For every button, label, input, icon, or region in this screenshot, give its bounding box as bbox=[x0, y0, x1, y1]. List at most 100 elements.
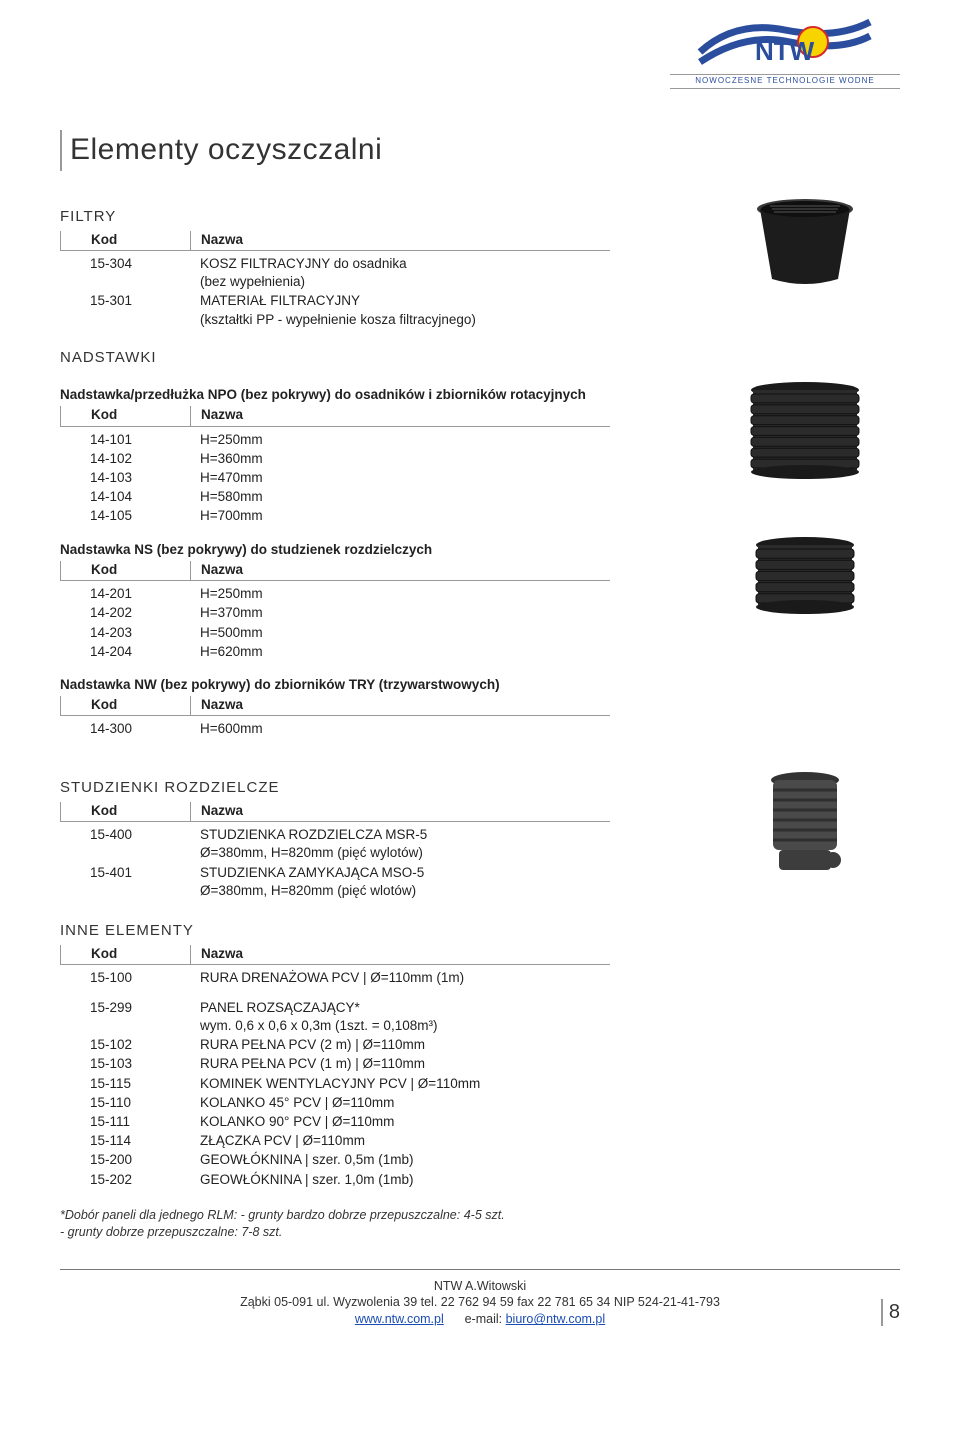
cell-nazwa: H=620mm bbox=[190, 643, 710, 661]
product-riser-icon bbox=[750, 535, 860, 615]
cell-kod: 15-111 bbox=[60, 1113, 190, 1131]
cell-kod: 14-300 bbox=[60, 720, 190, 738]
cell-nazwa: GEOWŁÓKNINA | szer. 1,0m (1mb) bbox=[190, 1171, 900, 1189]
cell-nazwa: H=500mm bbox=[190, 624, 710, 642]
footer-www[interactable]: www.ntw.com.pl bbox=[355, 1312, 444, 1326]
logo-tagline: NOWOCZESNE TECHNOLOGIE WODNE bbox=[670, 74, 900, 89]
cell-kod: 14-102 bbox=[60, 450, 190, 468]
page-title: Elementy oczyszczalni bbox=[60, 130, 900, 171]
cell-nazwa: H=600mm bbox=[190, 720, 710, 738]
cell-kod: 14-105 bbox=[60, 507, 190, 525]
cell-kod: 15-202 bbox=[60, 1171, 190, 1189]
cell-kod: 14-201 bbox=[60, 585, 190, 603]
col-nazwa: Nazwa bbox=[190, 802, 610, 822]
cell-nazwa: H=360mm bbox=[190, 450, 710, 468]
col-nazwa: Nazwa bbox=[190, 231, 610, 251]
table-header: KodNazwa bbox=[60, 561, 710, 581]
cell-nazwa: KOMINEK WENTYLACYJNY PCV | Ø=110mm bbox=[190, 1075, 900, 1093]
cell-nazwa: GEOWŁÓKNINA | szer. 0,5m (1mb) bbox=[190, 1151, 900, 1169]
cell-nazwa: H=470mm bbox=[190, 469, 710, 487]
table-row: 15-103RURA PEŁNA PCV (1 m) | Ø=110mm bbox=[60, 1055, 900, 1073]
footer-email[interactable]: biuro@ntw.com.pl bbox=[506, 1312, 606, 1326]
col-nazwa: Nazwa bbox=[190, 406, 610, 426]
section-nadstawki: NADSTAWKI bbox=[60, 348, 900, 368]
table-row: 15-401STUDZIENKA ZAMYKAJĄCA MSO-5 Ø=380m… bbox=[60, 864, 710, 900]
cell-kod: 14-204 bbox=[60, 643, 190, 661]
table-row: 15-202GEOWŁÓKNINA | szer. 1,0m (1mb) bbox=[60, 1171, 900, 1189]
cell-nazwa: STUDZIENKA ROZDZIELCZA MSR-5 Ø=380mm, H=… bbox=[190, 826, 710, 862]
cell-kod: 14-203 bbox=[60, 624, 190, 642]
table-row: 15-100RURA DRENAŻOWA PCV | Ø=110mm (1m) bbox=[60, 969, 900, 987]
col-kod: Kod bbox=[60, 696, 190, 716]
cell-nazwa: H=580mm bbox=[190, 488, 710, 506]
logo-svg: NTW bbox=[695, 12, 875, 72]
table-row: 14-103H=470mm bbox=[60, 469, 710, 487]
page-footer: NTW A.Witowski Ząbki 05-091 ul. Wyzwolen… bbox=[60, 1269, 900, 1329]
cell-nazwa: H=700mm bbox=[190, 507, 710, 525]
col-nazwa: Nazwa bbox=[190, 696, 610, 716]
footer-company: NTW A.Witowski bbox=[60, 1278, 900, 1295]
product-bucket-icon bbox=[750, 197, 860, 287]
svg-text:NTW: NTW bbox=[755, 36, 815, 66]
col-kod: Kod bbox=[60, 231, 190, 251]
table-row: 14-104H=580mm bbox=[60, 488, 710, 506]
table-row: 14-202H=370mm bbox=[60, 604, 710, 622]
section-filtry: FILTRY bbox=[60, 207, 710, 227]
group-subtitle: Nadstawka/przedłużka NPO (bez pokrywy) d… bbox=[60, 386, 710, 404]
cell-nazwa: RURA PEŁNA PCV (2 m) | Ø=110mm bbox=[190, 1036, 900, 1054]
table-row: 15-301MATERIAŁ FILTRACYJNY (kształtki PP… bbox=[60, 292, 710, 328]
cell-nazwa: H=250mm bbox=[190, 585, 710, 603]
cell-kod: 15-114 bbox=[60, 1132, 190, 1150]
col-nazwa: Nazwa bbox=[190, 945, 610, 965]
table-row: 14-105H=700mm bbox=[60, 507, 710, 525]
cell-kod: 15-110 bbox=[60, 1094, 190, 1112]
table-header: KodNazwa bbox=[60, 406, 710, 426]
cell-kod: 15-100 bbox=[60, 969, 190, 987]
cell-kod: 15-304 bbox=[60, 255, 190, 291]
table-row: 14-204H=620mm bbox=[60, 643, 710, 661]
cell-nazwa: STUDZIENKA ZAMYKAJĄCA MSO-5 Ø=380mm, H=8… bbox=[190, 864, 710, 900]
cell-kod: 14-202 bbox=[60, 604, 190, 622]
cell-kod: 15-401 bbox=[60, 864, 190, 900]
cell-nazwa: PANEL ROZSĄCZAJĄCY* wym. 0,6 x 0,6 x 0,3… bbox=[190, 999, 900, 1035]
cell-kod: 14-103 bbox=[60, 469, 190, 487]
col-kod: Kod bbox=[60, 945, 190, 965]
table-row: 14-201H=250mm bbox=[60, 585, 710, 603]
table-row: 14-102H=360mm bbox=[60, 450, 710, 468]
company-logo: NTW NOWOCZESNE TECHNOLOGIE WODNE bbox=[670, 12, 900, 89]
page-number: 8 bbox=[881, 1299, 900, 1326]
cell-kod: 14-104 bbox=[60, 488, 190, 506]
table-header: Kod Nazwa bbox=[60, 802, 710, 822]
cell-nazwa: KOLANKO 45° PCV | Ø=110mm bbox=[190, 1094, 900, 1112]
cell-nazwa: RURA DRENAŻOWA PCV | Ø=110mm (1m) bbox=[190, 969, 900, 987]
footer-email-label: e-mail: bbox=[465, 1312, 506, 1326]
section-studzienki: STUDZIENKI ROZDZIELCZE bbox=[60, 778, 710, 798]
col-kod: Kod bbox=[60, 802, 190, 822]
cell-kod: 15-200 bbox=[60, 1151, 190, 1169]
cell-nazwa: H=370mm bbox=[190, 604, 710, 622]
footer-address: Ząbki 05-091 ul. Wyzwolenia 39 tel. 22 7… bbox=[60, 1294, 900, 1311]
table-header: KodNazwa bbox=[60, 696, 710, 716]
table-row: 15-110KOLANKO 45° PCV | Ø=110mm bbox=[60, 1094, 900, 1112]
table-row: 15-102RURA PEŁNA PCV (2 m) | Ø=110mm bbox=[60, 1036, 900, 1054]
cell-kod: 15-115 bbox=[60, 1075, 190, 1093]
table-row: 15-115KOMINEK WENTYLACYJNY PCV | Ø=110mm bbox=[60, 1075, 900, 1093]
table-row: 15-111KOLANKO 90° PCV | Ø=110mm bbox=[60, 1113, 900, 1131]
cell-kod: 14-101 bbox=[60, 431, 190, 449]
col-nazwa: Nazwa bbox=[190, 561, 610, 581]
table-row: 14-203H=500mm bbox=[60, 624, 710, 642]
cell-nazwa: MATERIAŁ FILTRACYJNY (kształtki PP - wyp… bbox=[190, 292, 710, 328]
cell-nazwa: ZŁĄCZKA PCV | Ø=110mm bbox=[190, 1132, 900, 1150]
table-row: 15-200GEOWŁÓKNINA | szer. 0,5m (1mb) bbox=[60, 1151, 900, 1169]
cell-kod: 15-299 bbox=[60, 999, 190, 1035]
group-subtitle: Nadstawka NS (bez pokrywy) do studzienek… bbox=[60, 541, 710, 559]
section-inne: INNE ELEMENTY bbox=[60, 921, 900, 941]
cell-nazwa: KOLANKO 90° PCV | Ø=110mm bbox=[190, 1113, 900, 1131]
table-row: 15-299PANEL ROZSĄCZAJĄCY* wym. 0,6 x 0,6… bbox=[60, 999, 900, 1035]
col-kod: Kod bbox=[60, 561, 190, 581]
table-row: 14-101H=250mm bbox=[60, 431, 710, 449]
cell-nazwa: H=250mm bbox=[190, 431, 710, 449]
cell-nazwa: KOSZ FILTRACYJNY do osadnika (bez wypełn… bbox=[190, 255, 710, 291]
cell-kod: 15-102 bbox=[60, 1036, 190, 1054]
cell-nazwa: RURA PEŁNA PCV (1 m) | Ø=110mm bbox=[190, 1055, 900, 1073]
